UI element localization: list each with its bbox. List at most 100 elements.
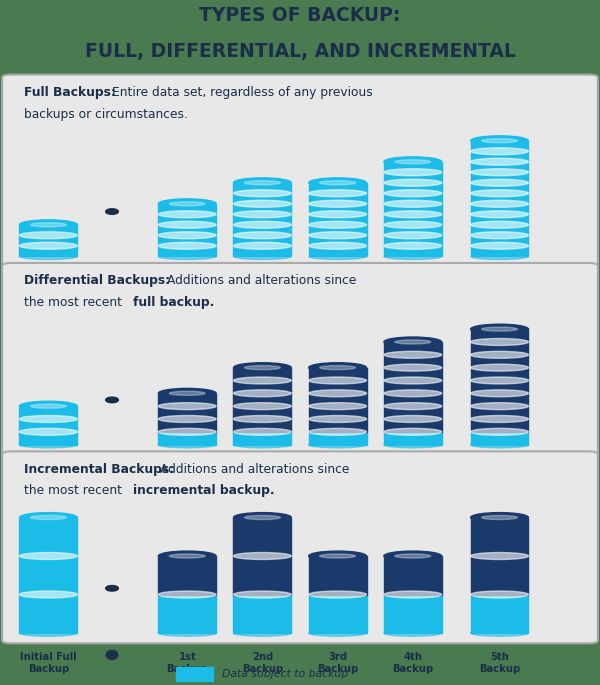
Ellipse shape	[308, 441, 367, 448]
Bar	[19, 246, 77, 256]
Ellipse shape	[19, 591, 77, 598]
Bar	[233, 225, 292, 235]
Bar	[233, 183, 292, 193]
Ellipse shape	[233, 591, 292, 598]
Ellipse shape	[470, 211, 529, 218]
Bar	[384, 595, 442, 633]
Ellipse shape	[233, 178, 292, 188]
Bar	[384, 193, 442, 203]
Ellipse shape	[233, 364, 292, 371]
Bar	[384, 393, 442, 406]
Ellipse shape	[233, 232, 292, 239]
Bar	[384, 406, 442, 419]
Text: Data subject to backup: Data subject to backup	[222, 669, 348, 679]
Bar	[233, 556, 292, 595]
Ellipse shape	[384, 390, 442, 397]
Bar	[384, 162, 442, 172]
Text: Full Backups:: Full Backups:	[23, 86, 115, 99]
Bar	[19, 595, 77, 633]
Ellipse shape	[19, 514, 77, 521]
Text: 3rd
Backup: 3rd Backup	[317, 652, 358, 675]
Bar	[384, 172, 442, 183]
Ellipse shape	[19, 253, 77, 260]
Bar	[176, 667, 213, 682]
Ellipse shape	[470, 390, 529, 397]
Bar	[233, 517, 292, 556]
Ellipse shape	[384, 364, 442, 371]
Ellipse shape	[470, 148, 529, 155]
Bar	[308, 225, 367, 235]
Ellipse shape	[384, 551, 442, 561]
Bar	[470, 203, 529, 214]
Bar	[470, 151, 529, 162]
Ellipse shape	[384, 190, 442, 197]
Ellipse shape	[158, 416, 216, 423]
Ellipse shape	[308, 403, 367, 410]
Ellipse shape	[308, 232, 367, 239]
Bar	[158, 393, 216, 406]
Ellipse shape	[233, 211, 292, 218]
Bar	[233, 193, 292, 203]
Bar	[308, 193, 367, 203]
Ellipse shape	[384, 337, 442, 347]
Bar	[470, 162, 529, 172]
Ellipse shape	[384, 553, 442, 560]
Ellipse shape	[308, 591, 367, 598]
Ellipse shape	[320, 181, 356, 185]
FancyBboxPatch shape	[2, 263, 598, 455]
Ellipse shape	[19, 220, 77, 229]
Bar	[158, 246, 216, 256]
Ellipse shape	[19, 428, 77, 435]
Ellipse shape	[384, 242, 442, 249]
Ellipse shape	[384, 428, 442, 435]
Bar	[470, 595, 529, 633]
Bar	[384, 342, 442, 355]
Ellipse shape	[158, 200, 216, 208]
Text: FULL, DIFFERENTIAL, AND INCREMENTAL: FULL, DIFFERENTIAL, AND INCREMENTAL	[85, 42, 515, 61]
Ellipse shape	[308, 377, 367, 384]
Ellipse shape	[158, 253, 216, 260]
Text: full backup.: full backup.	[133, 296, 214, 309]
Bar	[470, 342, 529, 355]
Ellipse shape	[470, 253, 529, 260]
Ellipse shape	[158, 441, 216, 448]
Bar	[308, 183, 367, 193]
Text: 2nd
Backup: 2nd Backup	[242, 652, 283, 675]
Bar	[384, 246, 442, 256]
Ellipse shape	[169, 554, 205, 558]
Ellipse shape	[233, 403, 292, 410]
Bar	[233, 419, 292, 432]
Bar	[384, 235, 442, 246]
Bar	[19, 432, 77, 445]
Bar	[308, 406, 367, 419]
Ellipse shape	[470, 441, 529, 448]
Bar	[384, 203, 442, 214]
Ellipse shape	[244, 181, 280, 185]
Ellipse shape	[233, 514, 292, 521]
Ellipse shape	[384, 211, 442, 218]
Text: backups or circumstances.: backups or circumstances.	[23, 108, 187, 121]
Bar	[19, 235, 77, 246]
Ellipse shape	[384, 232, 442, 239]
Bar	[233, 595, 292, 633]
Bar	[158, 406, 216, 419]
Ellipse shape	[158, 390, 216, 397]
Bar	[470, 183, 529, 193]
Ellipse shape	[233, 553, 292, 560]
Bar	[470, 172, 529, 183]
Ellipse shape	[158, 551, 216, 561]
Ellipse shape	[158, 553, 216, 560]
Ellipse shape	[19, 416, 77, 423]
Bar	[384, 214, 442, 225]
Ellipse shape	[169, 391, 205, 395]
Ellipse shape	[384, 221, 442, 228]
Ellipse shape	[308, 390, 367, 397]
Bar	[158, 225, 216, 235]
Ellipse shape	[308, 363, 367, 373]
Bar	[233, 380, 292, 393]
Text: the most recent: the most recent	[23, 484, 125, 497]
Bar	[158, 203, 216, 214]
Ellipse shape	[395, 160, 431, 164]
Ellipse shape	[470, 158, 529, 165]
Ellipse shape	[482, 327, 517, 331]
